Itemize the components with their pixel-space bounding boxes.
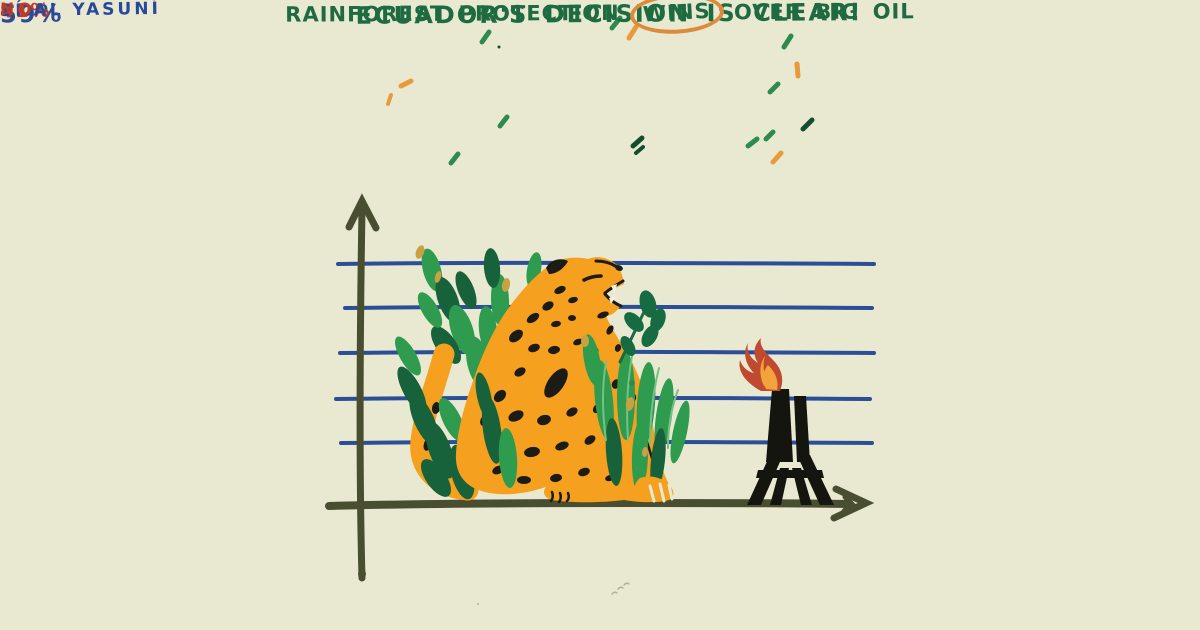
jaguar-front-paw [633, 476, 674, 503]
jaguar-fang-lower [609, 296, 616, 304]
title-line2-pre: RAINFOREST PROTECTION [285, 0, 620, 27]
jaguar-eye [582, 274, 603, 282]
plant-sprig-icon [618, 290, 666, 364]
x-axis [325, 485, 875, 522]
title-line2-post: OVER BIG OIL [733, 0, 915, 25]
category-label-no: NO [0, 0, 35, 20]
oil-derrick-icon [747, 389, 834, 505]
y-axis-arrowhead [345, 193, 380, 232]
signature-mark [477, 582, 630, 605]
plant-leaves-front-icon [475, 372, 518, 488]
plant-grass-right-icon [582, 334, 690, 492]
jaguar-nose [615, 265, 623, 271]
y-axis [345, 193, 380, 582]
jaguar-ear [546, 259, 568, 274]
confetti-marks [386, 15, 815, 166]
gold-accent-dots [415, 245, 649, 457]
flame-icon [739, 338, 783, 391]
jaguar-fang-upper [611, 284, 617, 293]
jaguar-brow-line [594, 259, 619, 269]
